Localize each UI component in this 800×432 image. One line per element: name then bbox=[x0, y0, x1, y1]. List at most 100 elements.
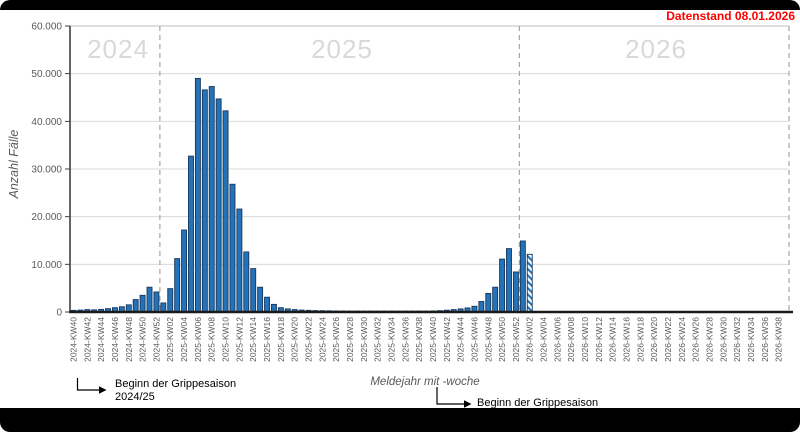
bar bbox=[257, 286, 264, 313]
x-tick-label: 2026-KW10 bbox=[580, 317, 590, 362]
x-tick-label: 2026-KW22 bbox=[663, 317, 673, 362]
season2-arrow-line bbox=[436, 387, 464, 405]
season1-arrow-head bbox=[99, 386, 107, 394]
bar bbox=[478, 301, 485, 313]
bar bbox=[243, 251, 250, 313]
bar bbox=[160, 302, 167, 313]
y-tick-label: 60.000 bbox=[31, 22, 62, 33]
x-tick-label: 2024-KW42 bbox=[82, 317, 92, 362]
x-axis-title: Meldejahr mit -woche bbox=[370, 376, 480, 388]
x-tick-label: 2026-KW38 bbox=[774, 317, 784, 362]
x-tick-label: 2024-KW50 bbox=[138, 317, 148, 362]
x-tick-label: 2025-KW10 bbox=[221, 317, 231, 362]
bar bbox=[485, 292, 492, 313]
x-axis-tick-labels: 2024-KW40 2024-KW42 2024-KW44 2024-KW46 2024… bbox=[68, 317, 783, 362]
bar bbox=[146, 286, 153, 313]
bar bbox=[506, 248, 512, 313]
x-tick-label: 2026-KW20 bbox=[649, 317, 659, 362]
bar-chart-plot: 0 10.000 20.000 30.000 40.000 50.000 60.000 20… bbox=[31, 22, 793, 408]
bar bbox=[188, 155, 194, 313]
x-tick-label: 2026-KW18 bbox=[635, 317, 645, 362]
year-label-2026: 2026 bbox=[625, 34, 687, 64]
x-tick-label: 2025-KW34 bbox=[386, 317, 396, 362]
bar bbox=[201, 89, 208, 313]
season1-line1: Beginn der Grippesaison bbox=[115, 378, 237, 390]
x-tick-label: 2025-KW06 bbox=[193, 317, 203, 362]
y-tick-label: 20.000 bbox=[31, 212, 62, 223]
x-tick-label: 2026-KW14 bbox=[608, 317, 618, 362]
y-tick-label: 30.000 bbox=[31, 165, 62, 176]
bar bbox=[139, 294, 146, 313]
y-tick-label: 10.000 bbox=[31, 260, 62, 271]
x-tick-label: 2026-KW08 bbox=[566, 317, 576, 362]
x-tick-label: 2025-KW24 bbox=[317, 317, 327, 362]
annotation-arrows bbox=[76, 378, 472, 408]
y-tick-label: 40.000 bbox=[31, 117, 62, 128]
bar bbox=[236, 208, 243, 313]
x-tick-label: 2025-KW14 bbox=[248, 317, 258, 362]
bar bbox=[167, 288, 174, 313]
x-tick-label: 2025-KW22 bbox=[304, 317, 314, 362]
gridlines bbox=[70, 25, 789, 265]
x-tick-label: 2026-KW24 bbox=[677, 317, 687, 362]
bar bbox=[222, 110, 229, 313]
bar bbox=[264, 296, 270, 313]
x-tick-label: 2026-KW02 bbox=[525, 317, 535, 362]
y-tick-label: 0 bbox=[56, 308, 62, 319]
x-tick-label: 2026-KW34 bbox=[746, 317, 756, 362]
year-label-2025: 2025 bbox=[311, 34, 373, 64]
x-tick-label: 2024-KW44 bbox=[96, 317, 106, 362]
bar bbox=[153, 291, 160, 313]
x-tick-label: 2025-KW20 bbox=[290, 317, 300, 362]
x-tick-label: 2025-KW46 bbox=[469, 317, 479, 362]
x-tick-label: 2025-KW44 bbox=[456, 317, 466, 362]
year-label-2024: 2024 bbox=[87, 34, 149, 64]
x-tick-label: 2025-KW28 bbox=[345, 317, 355, 362]
x-tick-label: 2025-KW30 bbox=[359, 317, 369, 362]
x-tick-label: 2024-KW46 bbox=[110, 317, 120, 362]
x-tick-label: 2025-KW08 bbox=[207, 317, 217, 362]
y-tick-label: 50.000 bbox=[31, 69, 62, 80]
bar bbox=[174, 258, 181, 313]
x-tick-label: 2025-KW38 bbox=[414, 317, 424, 362]
chart-canvas: 2024 2025 2026 0 10.000 20.000 30.000 40.000… bbox=[0, 10, 800, 409]
x-tick-label: 2026-KW26 bbox=[691, 317, 701, 362]
x-tick-label: 2025-KW04 bbox=[179, 317, 189, 362]
season-start-annotation-2024-25: Beginn der Grippesaison 2024/25 bbox=[115, 378, 236, 404]
x-tick-label: 2025-KW16 bbox=[262, 317, 272, 362]
bar bbox=[519, 240, 526, 313]
x-tick-label: 2024-KW48 bbox=[124, 317, 134, 362]
top-black-band bbox=[0, 0, 800, 10]
bar bbox=[492, 286, 499, 313]
bar bbox=[512, 271, 519, 313]
x-tick-label: 2024-KW40 bbox=[68, 317, 78, 362]
x-tick-label: 2025-KW40 bbox=[428, 317, 438, 362]
x-tick-label: 2024-KW52 bbox=[151, 317, 161, 362]
x-tick-label: 2025-KW50 bbox=[497, 317, 507, 362]
x-tick-label: 2026-KW32 bbox=[732, 317, 742, 362]
x-tick-label: 2026-KW04 bbox=[539, 317, 549, 362]
x-tick-label: 2026-KW12 bbox=[594, 317, 604, 362]
x-tick-label: 2026-KW36 bbox=[760, 317, 770, 362]
bar bbox=[132, 299, 139, 313]
bar bbox=[250, 268, 257, 313]
x-tick-label: 2025-KW42 bbox=[442, 317, 452, 362]
season2-arrow-head bbox=[464, 400, 472, 408]
x-tick-label: 2026-KW16 bbox=[622, 317, 632, 362]
bottom-black-band bbox=[0, 408, 800, 432]
x-tick-label: 2025-KW32 bbox=[373, 317, 383, 362]
bar bbox=[181, 229, 188, 313]
bar-preliminary bbox=[526, 253, 533, 313]
x-tick-label: 2025-KW18 bbox=[276, 317, 286, 362]
bar bbox=[499, 258, 506, 313]
bar bbox=[229, 183, 236, 313]
bar bbox=[215, 98, 222, 313]
data-status-label: Datenstand 08.01.2026 bbox=[666, 9, 795, 23]
y-axis-ticks: 0 10.000 20.000 30.000 40.000 50.000 60.000 bbox=[31, 22, 70, 319]
season1-line2: 2024/25 bbox=[115, 391, 155, 403]
season1-arrow-line bbox=[76, 378, 99, 391]
x-tick-label: 2025-KW48 bbox=[483, 317, 493, 362]
x-tick-label: 2026-KW28 bbox=[704, 317, 714, 362]
season-start-annotation-2025-26: Beginn der Grippesaison bbox=[477, 397, 599, 409]
